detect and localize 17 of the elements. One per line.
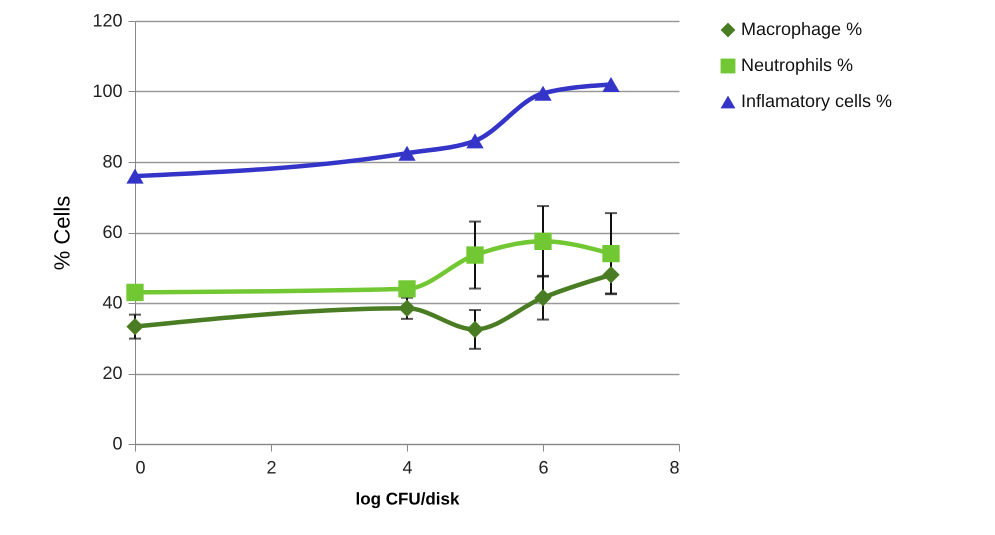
y-tick-label: 0 — [112, 434, 122, 454]
x-axis-title: log CFU/disk — [356, 490, 460, 508]
x-tick-label: 2 — [266, 458, 277, 478]
x-tick-label: 6 — [538, 458, 549, 478]
x-tick-label: 0 — [136, 458, 146, 478]
y-tick-label: 80 — [102, 152, 122, 172]
legend-label: Inflamatory cells % — [741, 91, 892, 111]
y-tick-label: 20 — [102, 363, 122, 383]
y-tick-label: 40 — [102, 292, 122, 312]
y-tick-label: 120 — [92, 10, 122, 30]
x-tick-label: 4 — [402, 458, 413, 478]
legend-label: Neutrophils % — [741, 55, 854, 75]
y-tick-label: 60 — [102, 222, 122, 242]
y-axis-title: % Cells — [49, 196, 74, 270]
legend-label: Macrophage % — [741, 19, 862, 39]
x-tick-label: 8 — [669, 458, 680, 478]
y-tick-label: 100 — [92, 81, 122, 101]
